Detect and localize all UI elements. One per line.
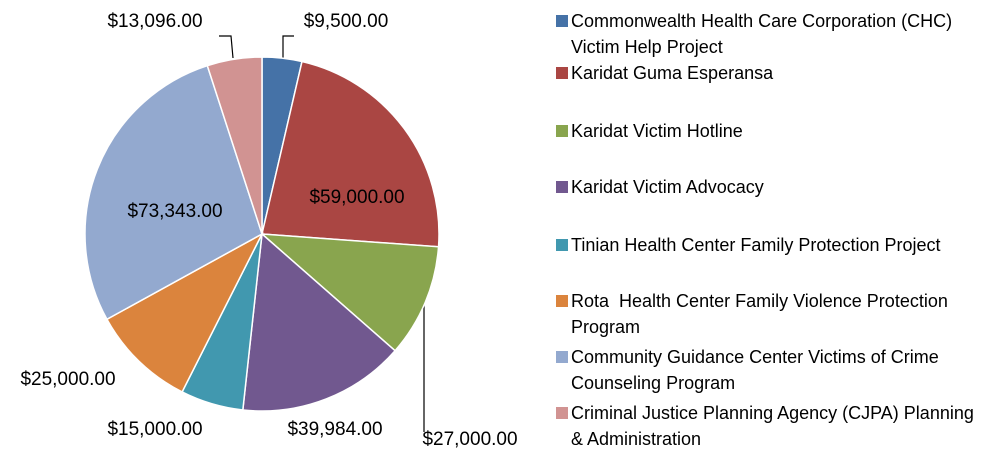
data-label: $13,096.00	[107, 11, 202, 32]
legend-label: Tinian Health Center Family Protection P…	[571, 235, 941, 255]
legend-label: Community Guidance Center Victims of Cri…	[571, 347, 944, 393]
legend-swatch	[556, 351, 568, 363]
pie-slice	[259, 233, 440, 352]
legend-swatch	[556, 295, 568, 307]
data-label: $59,000.00	[309, 187, 404, 208]
legend-swatch	[556, 239, 568, 251]
legend-item: Karidat Victim Advocacy	[556, 174, 986, 200]
legend-item: Rota Health Center Family Violence Prote…	[556, 288, 986, 340]
data-label: $25,000.00	[20, 369, 115, 390]
legend-item: Criminal Justice Planning Agency (CJPA) …	[556, 400, 986, 452]
legend-label: Criminal Justice Planning Agency (CJPA) …	[571, 403, 979, 449]
legend-item: Karidat Victim Hotline	[556, 118, 986, 144]
leader-line	[282, 35, 294, 58]
legend-swatch	[556, 407, 568, 419]
data-label: $39,984.00	[287, 419, 382, 440]
pie-slice	[242, 232, 397, 412]
legend-label: Karidat Victim Advocacy	[571, 177, 764, 197]
legend-item: Community Guidance Center Victims of Cri…	[556, 344, 986, 396]
data-label: $27,000.00	[422, 429, 517, 450]
pie	[84, 56, 440, 412]
legend-label: Karidat Guma Esperansa	[571, 63, 774, 83]
pie-slice	[105, 232, 264, 393]
leader-line	[219, 35, 234, 59]
legend-label: Commonwealth Health Care Corporation (CH…	[571, 11, 958, 57]
legend-label: Karidat Victim Hotline	[571, 121, 743, 141]
pie-slice	[206, 56, 263, 235]
legend-item: Commonwealth Health Care Corporation (CH…	[556, 8, 986, 60]
data-label: $9,500.00	[304, 11, 389, 32]
legend-swatch	[556, 181, 568, 193]
legend-swatch	[556, 125, 568, 137]
pie-slice	[261, 60, 440, 248]
legend-item: Tinian Health Center Family Protection P…	[556, 232, 986, 258]
legend-item: Karidat Guma Esperansa	[556, 60, 986, 86]
data-label: $73,343.00	[127, 201, 222, 222]
leader-lines	[219, 35, 425, 432]
legend-swatch	[556, 67, 568, 79]
legend-swatch	[556, 15, 568, 27]
data-label: $15,000.00	[107, 419, 202, 440]
pie-slice	[84, 64, 263, 321]
legend-label: Rota Health Center Family Violence Prote…	[571, 291, 953, 337]
